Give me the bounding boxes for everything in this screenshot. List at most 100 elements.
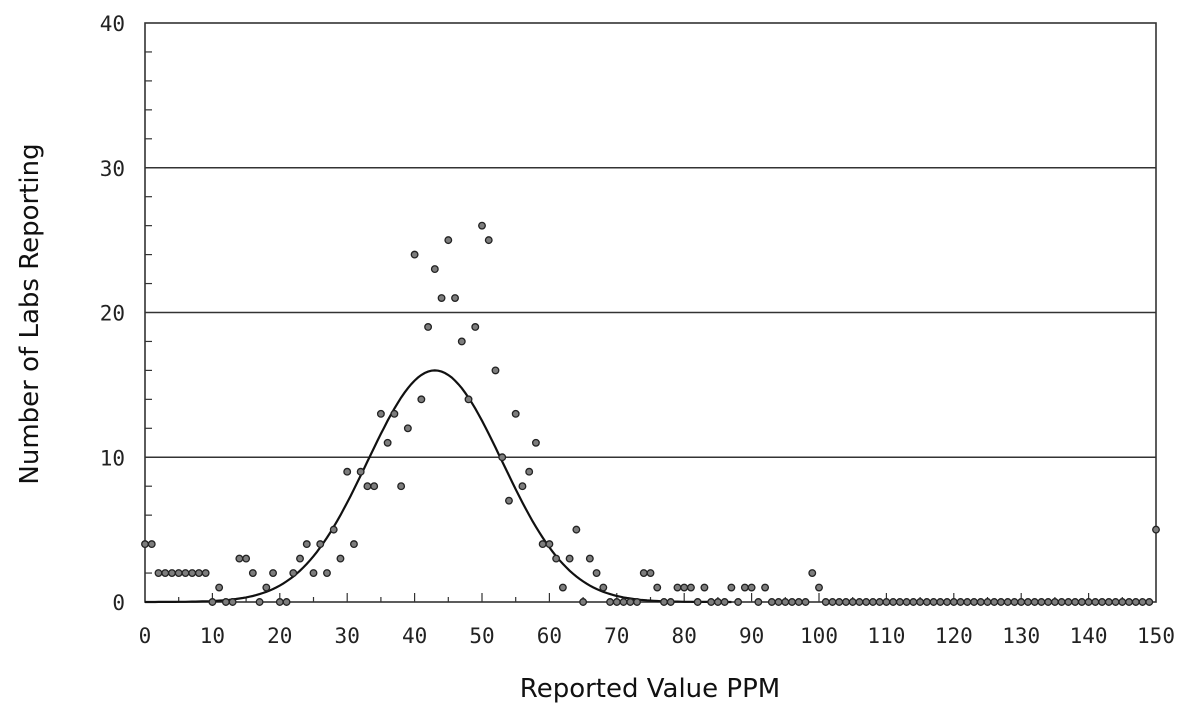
data-point (1104, 598, 1113, 606)
data-point (788, 598, 796, 606)
data-points (141, 221, 1160, 606)
data-point (484, 236, 493, 245)
data-point (767, 598, 776, 606)
data-point (181, 569, 190, 577)
x-tick-label: 80 (672, 624, 697, 648)
data-point (1003, 598, 1012, 606)
data-point (289, 569, 298, 577)
data-point (693, 598, 702, 606)
x-tick-label: 110 (867, 624, 905, 648)
data-point (754, 598, 763, 606)
data-point (235, 554, 244, 563)
data-point (781, 598, 790, 606)
data-point (161, 569, 170, 577)
data-point (619, 598, 628, 606)
data-point (531, 438, 540, 447)
data-point (943, 598, 952, 606)
y-tick-label: 20 (100, 302, 125, 326)
data-point (376, 409, 385, 418)
data-point (990, 598, 999, 606)
data-point (390, 409, 399, 418)
x-tick-label: 150 (1137, 624, 1175, 648)
data-point (262, 583, 271, 592)
data-point (309, 569, 318, 577)
data-point (154, 569, 163, 577)
data-point (639, 569, 648, 577)
data-point (572, 525, 581, 534)
data-point (343, 467, 352, 476)
data-point (1084, 598, 1093, 606)
data-point (518, 482, 527, 491)
data-point (579, 598, 588, 606)
data-point (316, 540, 325, 549)
x-tick-label: 40 (402, 624, 427, 648)
data-point (646, 569, 655, 577)
data-point (174, 569, 183, 577)
data-point (761, 583, 770, 592)
data-point (188, 569, 197, 577)
data-point (868, 598, 877, 606)
data-point (370, 482, 379, 491)
data-point (949, 598, 958, 606)
data-point (296, 554, 304, 563)
data-point (1145, 598, 1154, 606)
data-point (478, 221, 486, 230)
data-point (848, 598, 857, 606)
data-point (302, 540, 311, 549)
data-point (774, 598, 783, 606)
data-point (700, 583, 709, 592)
data-point (842, 598, 850, 606)
data-point (1131, 598, 1140, 606)
data-point (727, 583, 736, 592)
data-point (498, 453, 507, 462)
data-point (1044, 598, 1053, 606)
data-point (673, 583, 682, 592)
data-point (397, 482, 406, 491)
y-tick-label: 30 (100, 157, 125, 181)
data-point (882, 598, 891, 606)
data-point (801, 598, 810, 606)
data-point (336, 554, 345, 563)
y-tick-labels: 0 10 20 30 40 (100, 12, 125, 615)
data-point (1057, 598, 1066, 606)
data-point (976, 598, 985, 606)
data-point (1037, 598, 1046, 606)
data-point (983, 598, 992, 606)
data-point (592, 569, 601, 577)
data-point (612, 598, 621, 606)
data-point (417, 395, 426, 404)
data-point (282, 598, 291, 606)
data-point (1071, 598, 1080, 606)
data-point (349, 540, 358, 549)
data-point (558, 583, 567, 592)
data-point (747, 583, 756, 592)
data-point (323, 569, 331, 577)
data-point (1050, 598, 1059, 606)
data-point (626, 598, 635, 606)
data-point (1064, 598, 1073, 606)
data-point (505, 496, 513, 505)
data-point (201, 569, 210, 577)
data-point (815, 583, 823, 592)
y-tick-label: 0 (112, 591, 125, 615)
normal-curve (145, 369, 732, 604)
data-point (902, 598, 911, 606)
x-tick-label: 30 (335, 624, 360, 648)
data-point (194, 569, 203, 577)
data-point (1030, 598, 1039, 606)
data-point (660, 598, 668, 606)
data-point (794, 598, 803, 606)
data-point (680, 583, 689, 592)
data-point (424, 323, 433, 331)
data-point (248, 569, 257, 577)
data-point (666, 598, 675, 606)
data-point (956, 598, 965, 606)
data-point (242, 554, 251, 563)
data-point (1017, 598, 1026, 606)
data-point (633, 598, 641, 606)
data-point (734, 598, 743, 606)
data-point (208, 598, 217, 606)
data-point (606, 598, 615, 606)
data-point (922, 598, 931, 606)
grid-lines (145, 167, 1156, 458)
